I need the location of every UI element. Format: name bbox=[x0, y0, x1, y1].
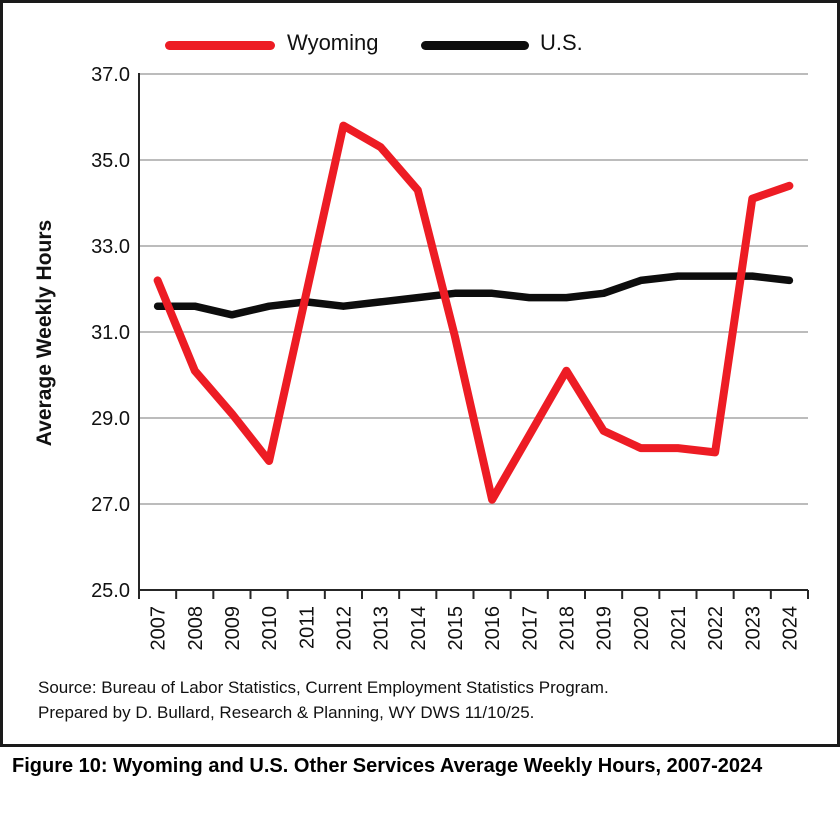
legend: Wyoming U.S. bbox=[3, 30, 837, 63]
legend-wyoming-label: Wyoming bbox=[287, 30, 379, 55]
y-tick-label: 31.0 bbox=[91, 322, 130, 344]
x-tick-label: 2016 bbox=[482, 606, 504, 651]
x-tick-label: 2014 bbox=[408, 606, 430, 651]
x-tick-label: 2023 bbox=[742, 606, 764, 651]
x-tick-label: 2021 bbox=[668, 606, 690, 651]
x-tick-label: 2009 bbox=[222, 606, 244, 651]
chart-figure-box: Wyoming U.S. Average Weekly Hours 25.0 27… bbox=[0, 0, 840, 747]
y-tick-label: 33.0 bbox=[91, 236, 130, 258]
chart-canvas: 25.0 27.0 29.0 31.0 33.0 35.0 37.0 2007 2008 2009… bbox=[91, 64, 809, 651]
x-tick-label: 2024 bbox=[779, 606, 801, 651]
legend-us-swatch bbox=[421, 41, 529, 50]
y-tick-label: 25.0 bbox=[91, 580, 130, 602]
x-tick-label: 2018 bbox=[556, 606, 578, 651]
y-tick-label: 35.0 bbox=[91, 150, 130, 172]
x-tick-label: 2013 bbox=[371, 606, 393, 651]
y-tick-label: 27.0 bbox=[91, 494, 130, 516]
x-tick-label: 2015 bbox=[445, 606, 467, 651]
source-text: Source: Bureau of Labor Statistics, Curr… bbox=[38, 675, 609, 725]
x-tick-label: 2020 bbox=[631, 606, 653, 651]
x-tick-label: 2022 bbox=[705, 606, 727, 651]
figure-caption: Figure 10: Wyoming and U.S. Other Servic… bbox=[12, 755, 763, 777]
x-tick-label: 2008 bbox=[185, 606, 207, 651]
source-text-line1: Source: Bureau of Labor Statistics, Curr… bbox=[38, 678, 609, 697]
y-tick-label: 37.0 bbox=[91, 64, 130, 86]
wyoming-line bbox=[153, 121, 794, 504]
x-tick-label: 2007 bbox=[148, 606, 170, 651]
x-tick-label: 2011 bbox=[296, 606, 318, 649]
x-tick-label: 2019 bbox=[594, 606, 616, 651]
source-text-line2: Prepared by D. Bullard, Research & Plann… bbox=[38, 703, 535, 722]
y-tick-label: 29.0 bbox=[91, 408, 130, 430]
legend-us-label: U.S. bbox=[540, 30, 583, 55]
legend-wyoming-swatch bbox=[165, 41, 275, 50]
x-tick-label: 2010 bbox=[259, 606, 281, 651]
us-line bbox=[153, 272, 794, 319]
x-tick-label: 2012 bbox=[333, 606, 355, 651]
x-tick-label: 2017 bbox=[519, 606, 541, 651]
